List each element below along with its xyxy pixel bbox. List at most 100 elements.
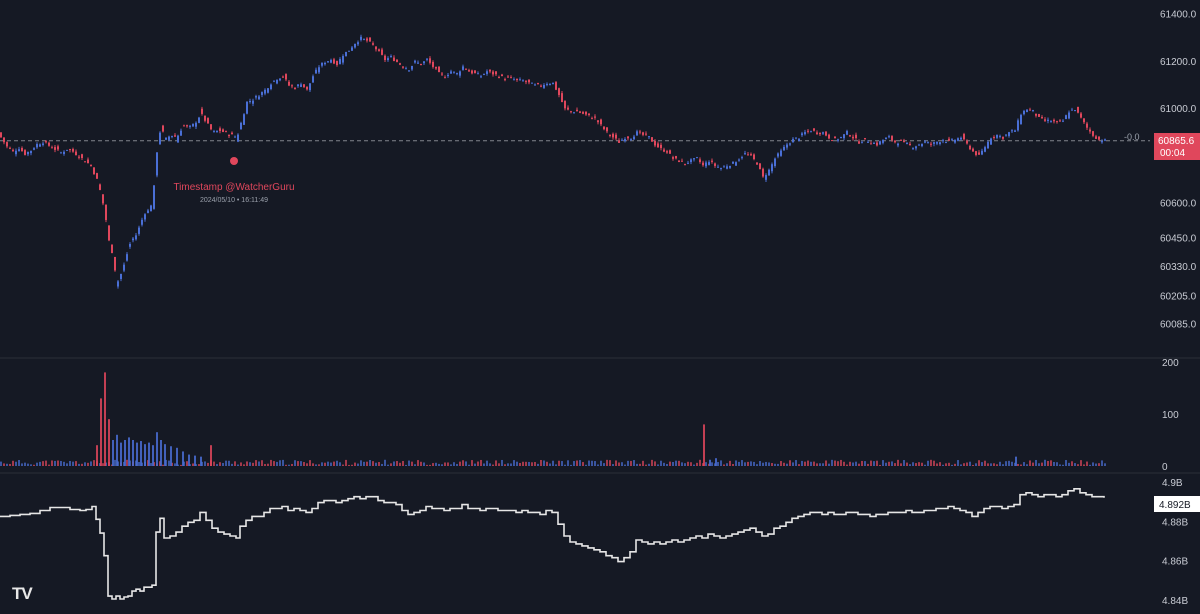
candle-body: [423, 61, 425, 64]
volume-bar: [18, 460, 20, 466]
candle-body: [207, 118, 209, 124]
candle-body: [432, 61, 434, 67]
volume-bar: [855, 461, 857, 466]
candle-body: [684, 163, 686, 165]
candle-body: [945, 142, 947, 144]
volume-bar: [633, 460, 635, 466]
volume-bar: [780, 461, 782, 466]
volume-bar: [81, 463, 83, 466]
candle-body: [675, 156, 677, 159]
volume-bar: [402, 460, 404, 466]
candle-body: [711, 160, 713, 162]
candle-body: [63, 151, 65, 154]
volume-bar: [1092, 462, 1094, 466]
volume-bar: [705, 462, 707, 466]
volume-bar: [234, 461, 236, 466]
volume-bar: [170, 446, 172, 466]
candle-body: [960, 137, 962, 140]
candle-body: [651, 137, 653, 142]
candle-body: [198, 117, 200, 123]
volume-bar: [687, 461, 689, 466]
candle-body: [1035, 113, 1037, 116]
candle-body: [87, 159, 89, 164]
volume-bar: [126, 459, 128, 466]
last-price-tag: [1154, 133, 1200, 160]
volume-bar: [27, 463, 29, 466]
candle-body: [1023, 110, 1025, 115]
volume-bar: [552, 460, 554, 466]
volume-bar: [204, 461, 206, 466]
volume-tick-label: 200: [1162, 358, 1179, 369]
volume-bar: [507, 463, 509, 466]
volume-bar: [381, 463, 383, 466]
candle-body: [27, 151, 29, 155]
candle-body: [1047, 119, 1049, 121]
candle-body: [957, 138, 959, 141]
candle-body: [351, 47, 353, 51]
volume-bar: [858, 463, 860, 466]
volume-bar: [116, 434, 118, 466]
candle-body: [255, 96, 257, 98]
candle-body: [54, 147, 56, 150]
volume-bar: [444, 462, 446, 466]
volume-bar: [939, 462, 941, 466]
candle-body: [636, 131, 638, 136]
candle-body: [963, 134, 965, 140]
volume-bar: [1035, 459, 1037, 466]
volume-bar: [711, 462, 713, 466]
candle-body: [1053, 119, 1055, 122]
volume-bar: [837, 461, 839, 466]
volume-bar: [327, 461, 329, 466]
indicator-tick-label: 4.84B: [1162, 596, 1188, 607]
candle-body: [894, 140, 896, 143]
volume-bar: [194, 455, 196, 466]
candle-body: [585, 111, 587, 115]
candle-body: [921, 143, 923, 147]
candle-body: [243, 114, 245, 125]
volume-bar: [885, 462, 887, 466]
volume-bar: [243, 464, 245, 466]
price-change-label: -0.0: [1124, 132, 1140, 142]
candle-body: [105, 204, 107, 220]
volume-bar: [753, 461, 755, 466]
candle-countdown: 00:04: [1160, 148, 1185, 159]
candle-body: [279, 78, 281, 81]
volume-bar: [1044, 459, 1046, 466]
volume-bar: [318, 464, 320, 466]
volume-bar: [375, 462, 377, 466]
candle-body: [582, 112, 584, 114]
candle-body: [621, 139, 623, 141]
candle-body: [1077, 106, 1079, 113]
volume-bar: [984, 460, 986, 466]
volume-bar: [957, 460, 959, 466]
volume-bar: [54, 460, 56, 466]
volume-bar: [249, 462, 251, 466]
volume-bar: [168, 460, 170, 466]
annotation-marker[interactable]: [230, 157, 238, 165]
price-axis[interactable]: 61400.0 61200.0 61000.0 60600.0 60450.0 60330…: [1160, 10, 1197, 607]
candle-body: [1104, 139, 1106, 141]
volume-bar: [148, 442, 150, 466]
volume-bar: [513, 460, 515, 466]
candle-body: [462, 66, 464, 70]
volume-bar: [1059, 464, 1061, 466]
volume-bar: [39, 461, 41, 466]
candle-body: [315, 69, 317, 74]
volume-bar: [276, 461, 278, 466]
candle-body: [246, 101, 248, 114]
candle-body: [147, 210, 149, 213]
volume-bar: [1005, 461, 1007, 466]
candle-body: [735, 162, 737, 166]
volume-bar: [285, 464, 287, 466]
volume-bar: [669, 461, 671, 466]
volume-bar: [597, 464, 599, 466]
candle-body: [987, 141, 989, 149]
volume-bar: [522, 461, 524, 466]
candle-body: [381, 49, 383, 55]
volume-bar: [372, 461, 374, 466]
candle-body: [477, 73, 479, 75]
candle-body: [42, 143, 44, 146]
volume-bar: [1011, 461, 1013, 466]
tradingview-logo[interactable]: TV: [12, 584, 33, 603]
